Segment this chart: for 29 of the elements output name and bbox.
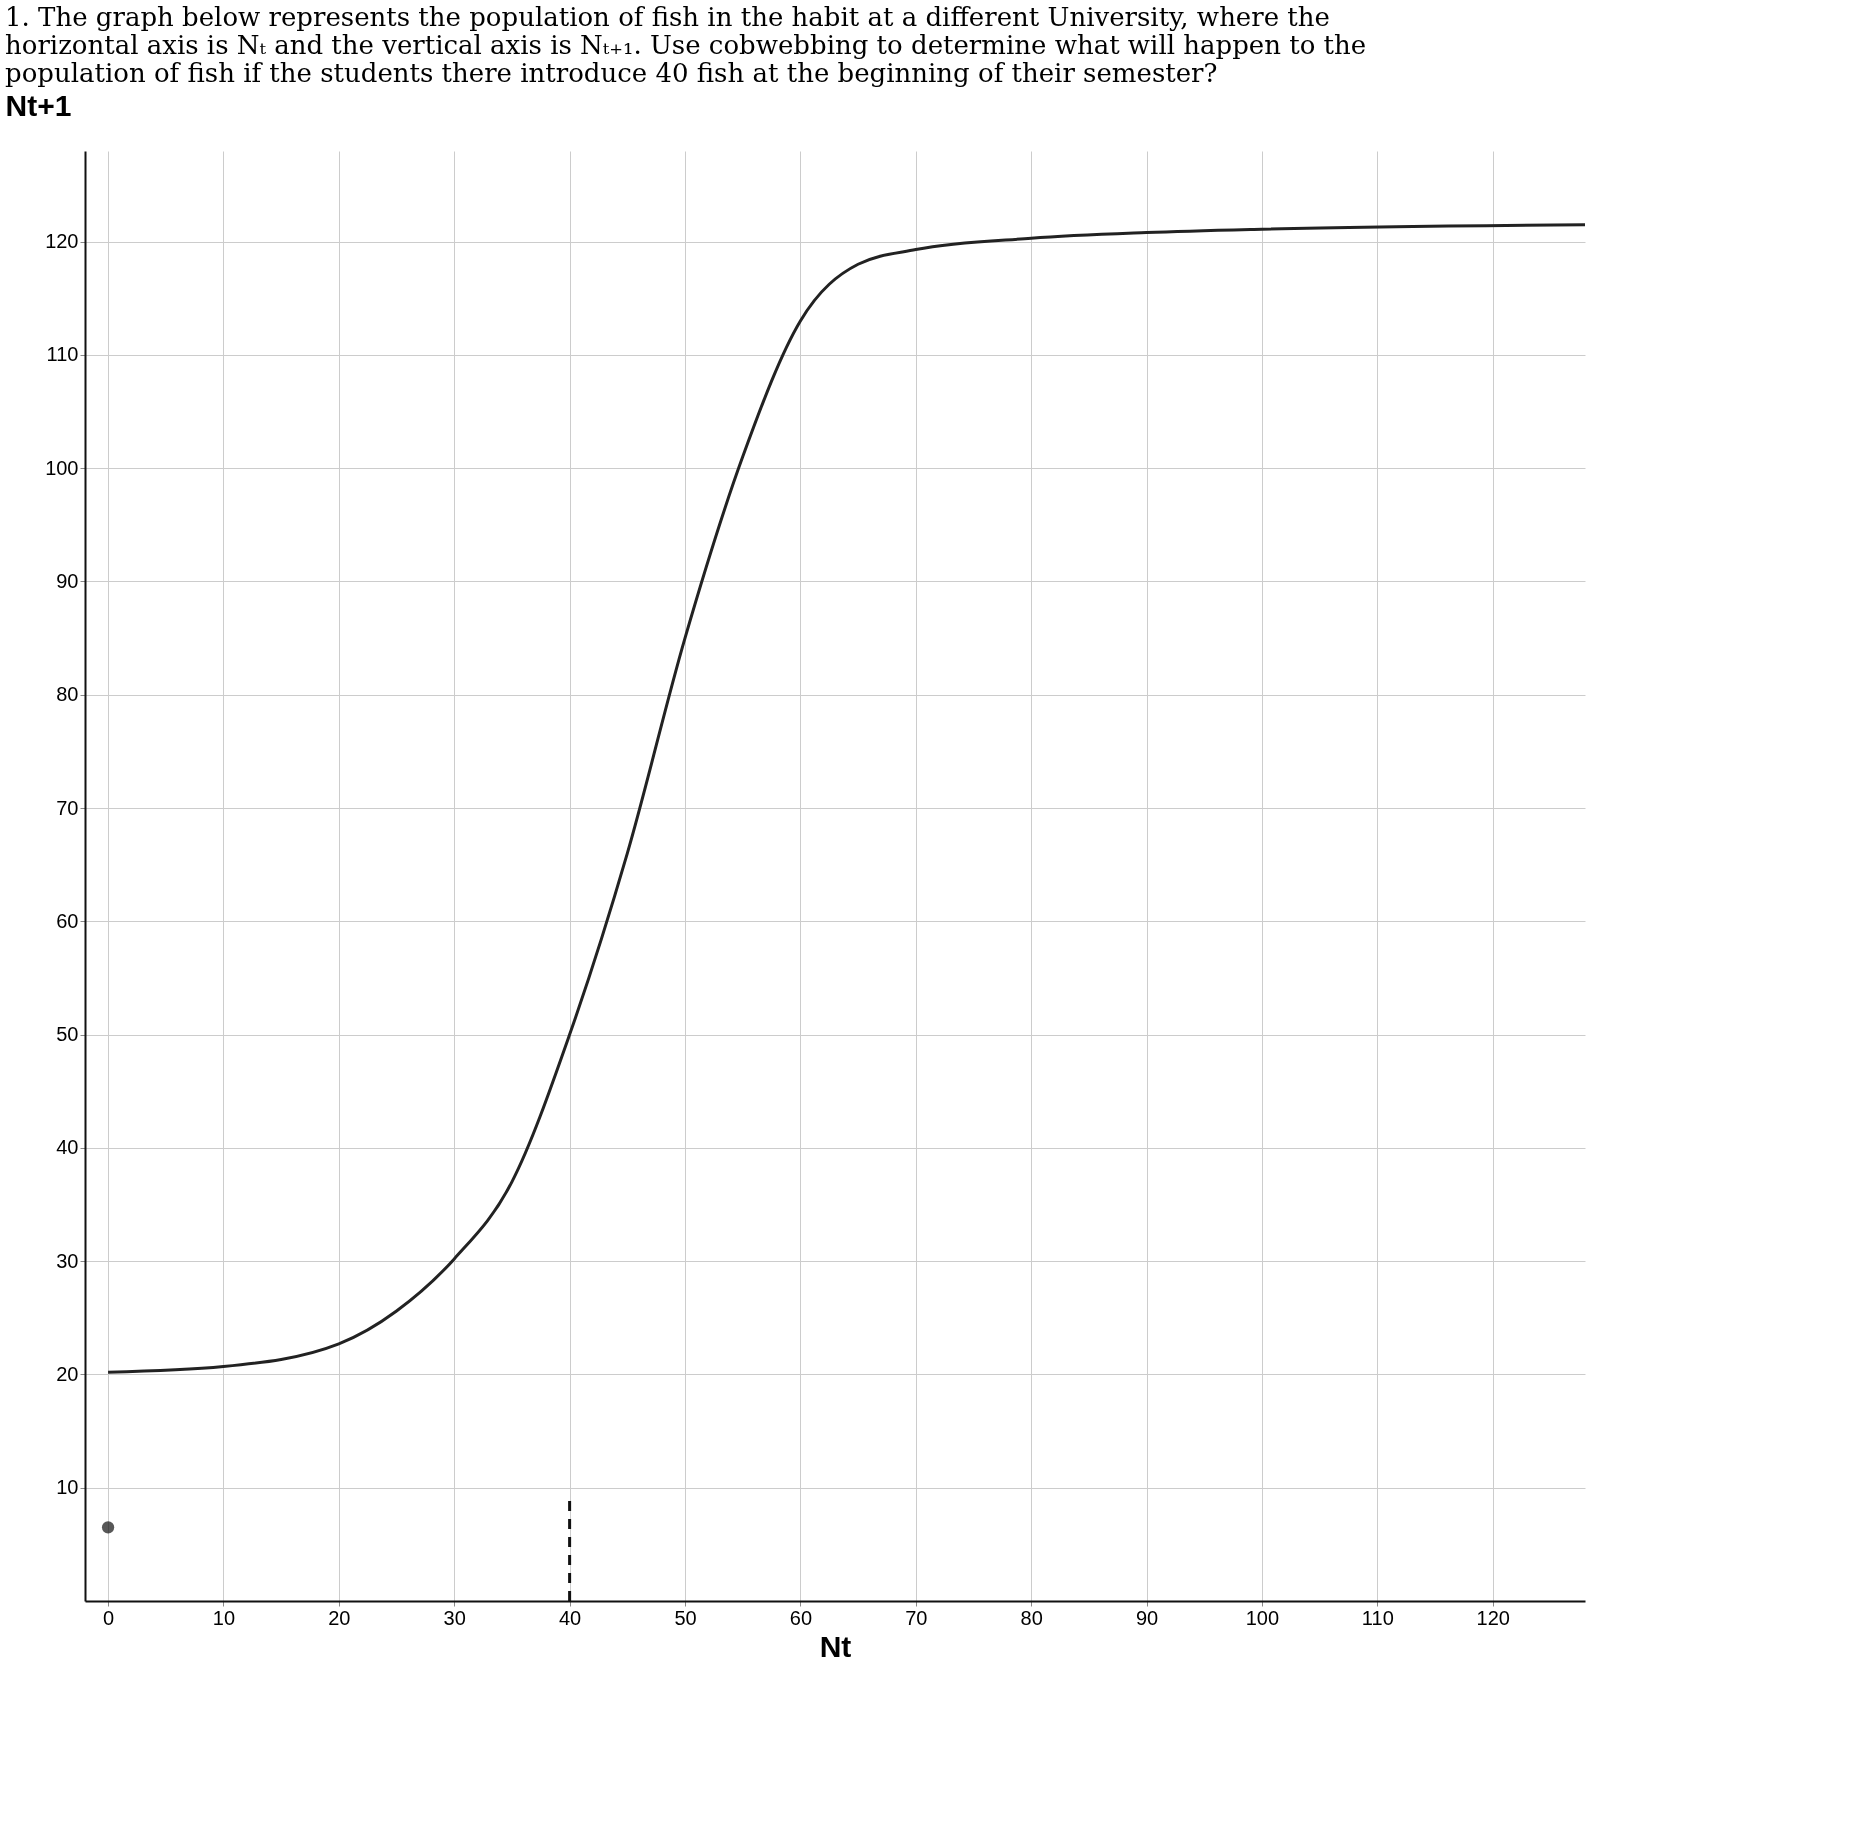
x-tick-label: 40 — [558, 1606, 582, 1629]
chart-title: 1. The graph below represents the population of fish in the habit at a different University, where the horizontal axis is Nₜ and the vertical axis is Nₜ₊₁. Use cobwebbing to determine what will happen to the population of fish if the students there introduce 40 fish at the beginning of their semester? — [5, 2, 1367, 88]
x-tick-label: 70 — [905, 1606, 928, 1629]
y-tick-label: 80 — [56, 683, 79, 706]
x-tick-label: 120 — [1476, 1606, 1510, 1629]
x-tick-label: 50 — [674, 1606, 697, 1629]
y-tick-label: 90 — [56, 569, 79, 592]
x-tick-label: 10 — [212, 1606, 236, 1629]
y-tick-label: 120 — [45, 230, 79, 253]
x-tick-label: 20 — [328, 1606, 351, 1629]
y-tick-label: 40 — [56, 1136, 79, 1159]
y-tick-label: 50 — [56, 1023, 79, 1046]
x-tick-label: 30 — [443, 1606, 466, 1629]
x-tick-label: 60 — [789, 1606, 813, 1629]
y-tick-label: 60 — [56, 909, 79, 932]
y-tick-label: 70 — [56, 796, 79, 819]
y-tick-label: 110 — [46, 343, 79, 366]
x-tick-label: 110 — [1361, 1606, 1394, 1629]
y-tick-label: 30 — [56, 1249, 79, 1272]
x-tick-label: 0 — [103, 1606, 115, 1629]
y-tick-label: 20 — [56, 1362, 79, 1385]
y-tick-label: 100 — [45, 456, 79, 479]
x-tick-label: 80 — [1020, 1606, 1043, 1629]
line-series — [106, 223, 1587, 1374]
x-tick-label: 100 — [1245, 1606, 1280, 1629]
x-tick-label: 90 — [1135, 1606, 1159, 1629]
y-tick-label: 10 — [56, 1476, 79, 1499]
y-axis-title: Nt+1 — [5, 88, 72, 122]
x-axis-title: Nt — [819, 1629, 852, 1663]
